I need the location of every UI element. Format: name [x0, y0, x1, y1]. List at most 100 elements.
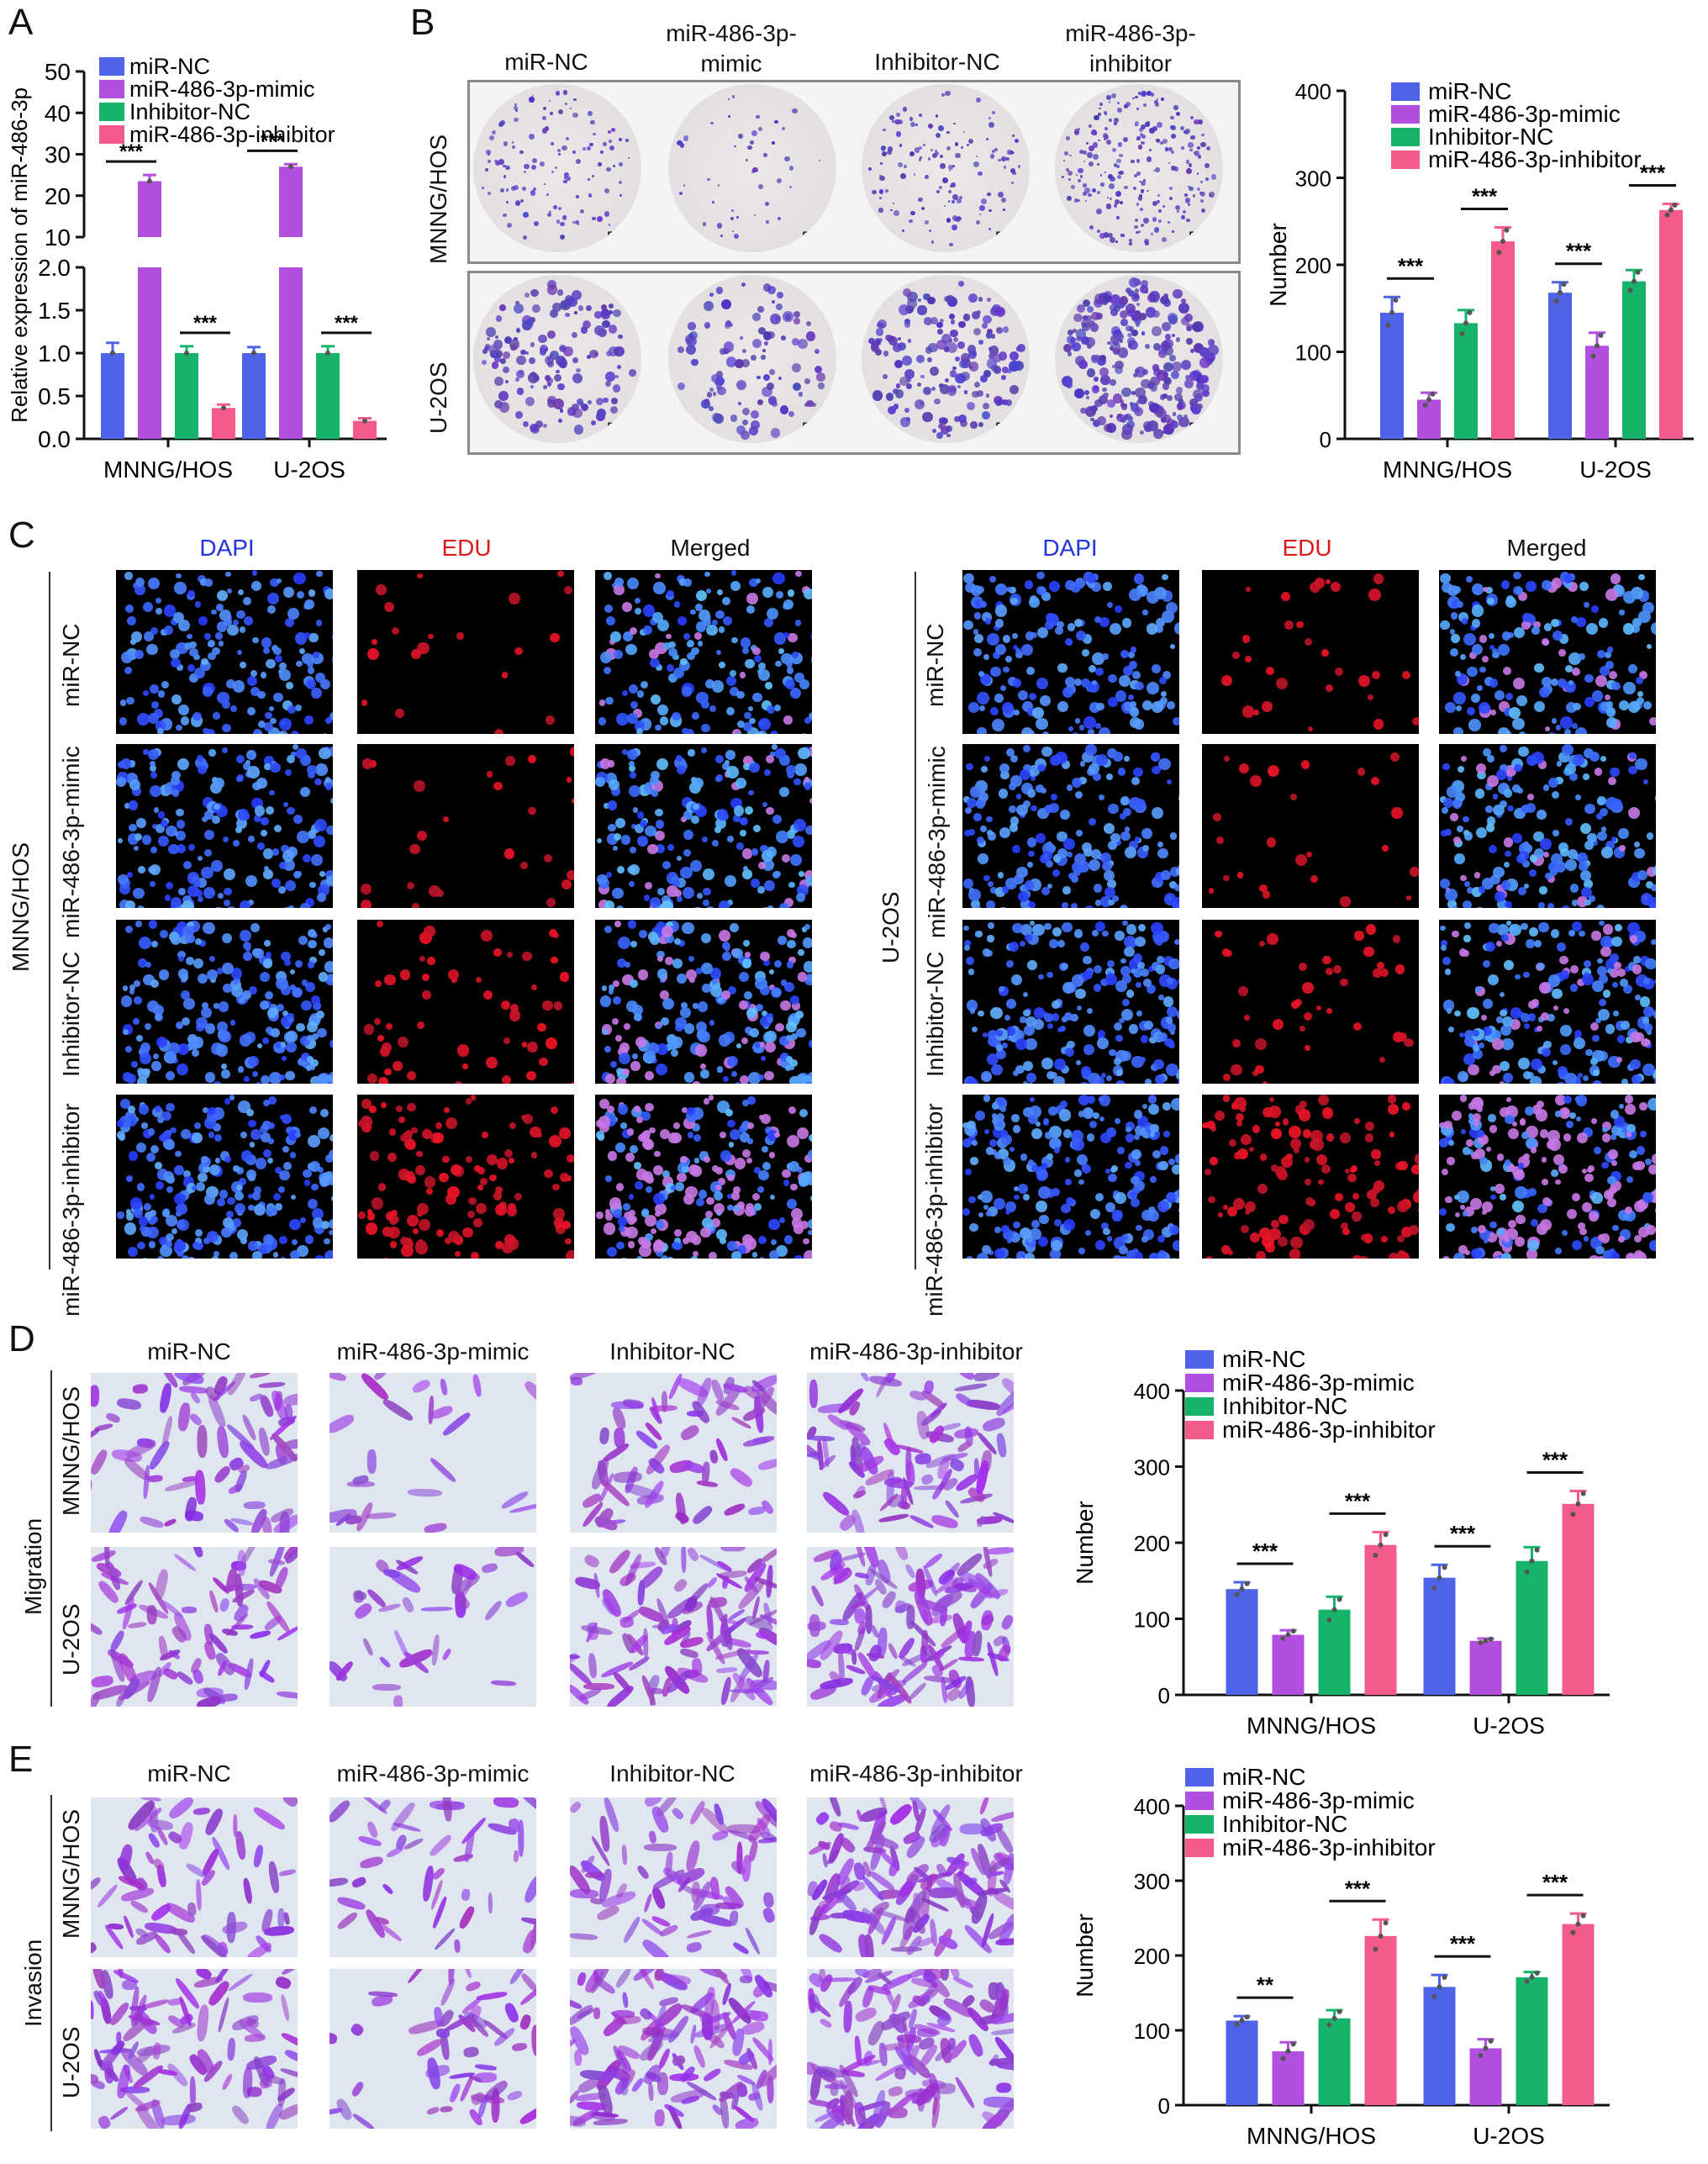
bar [1364, 1544, 1397, 1695]
bar [242, 353, 266, 439]
scale-bar: 5mm [607, 420, 635, 435]
scale-bar: 5mm [802, 229, 830, 245]
y-tick-label: 400 [1134, 1794, 1170, 1819]
transwell-image [91, 1969, 298, 2129]
edu-image [1202, 744, 1419, 908]
significance-label: ** [1257, 1972, 1274, 1998]
panel-c-right-row-1: miR-486-3p-mimic [924, 711, 951, 938]
panel-label-c: C [8, 515, 35, 557]
merged-image [595, 744, 812, 908]
significance-label: *** [1450, 1521, 1476, 1546]
data-point [1290, 1628, 1296, 1634]
y-tick-label: 400 [1134, 1379, 1170, 1404]
transwell-image [329, 1373, 536, 1533]
significance-label: *** [1542, 1447, 1568, 1472]
y-tick-label: 200 [1134, 1531, 1170, 1556]
data-point [1534, 1970, 1540, 1976]
legend-label: miR-486-3p-inhibitor [1428, 146, 1642, 172]
data-point [1234, 2021, 1240, 2027]
data-point [1244, 2014, 1250, 2020]
transwell-image [91, 1797, 298, 1957]
legend-swatch [1185, 1421, 1214, 1439]
panel-c-right-cell-label: U-2OS [878, 863, 904, 963]
panel-d-col-header-2: Inhibitor-NC [576, 1338, 769, 1365]
dapi-image [116, 570, 333, 734]
y-tick-label: 200 [1295, 253, 1331, 278]
significance-label: *** [119, 140, 144, 163]
colony-dish: 5mm [862, 84, 1030, 252]
bar [1380, 312, 1404, 439]
data-point [1285, 2048, 1291, 2054]
data-point [1561, 282, 1567, 288]
data-point [1632, 278, 1637, 284]
data-point [1426, 397, 1431, 403]
legend-label: Inhibitor-NC [129, 99, 250, 124]
panel-c-left-row-1: miR-486-3p-mimic [58, 711, 85, 938]
data-point [1500, 239, 1505, 245]
significance-label: *** [1472, 183, 1498, 208]
data-point [1437, 1575, 1442, 1581]
colony-dish: 5mm [862, 275, 1030, 443]
legend-swatch [1185, 1839, 1214, 1857]
data-point [1627, 288, 1633, 293]
bar [353, 420, 377, 439]
colony-dish: 5mm [668, 84, 836, 252]
panel-c-right-row-0: miR-NC [922, 598, 949, 707]
data-point [1478, 2052, 1484, 2058]
panel-b-col-header-3: miR-486-3p- inhibitor [1046, 18, 1215, 79]
data-point [1326, 1617, 1332, 1623]
bar [1226, 1589, 1258, 1695]
data-point [1336, 2008, 1342, 2014]
data-point [1239, 2018, 1245, 2024]
y-tick-label: 300 [1134, 1455, 1170, 1480]
legend-swatch [1391, 128, 1420, 146]
panel-d-side-label: Migration [20, 1514, 47, 1615]
transwell-image [807, 1797, 1014, 1957]
data-point [1244, 1581, 1250, 1586]
x-tick-label: U-2OS [1579, 457, 1652, 483]
data-point [147, 178, 152, 184]
x-tick-label: U-2OS [1473, 2123, 1545, 2149]
data-point [1529, 1558, 1535, 1564]
transwell-image [91, 1547, 298, 1707]
colony-dish: 5mm [473, 275, 641, 443]
panel-b-row-header-0: MNNG/HOS [425, 129, 452, 264]
data-point [1389, 309, 1394, 315]
data-point [325, 351, 330, 356]
x-tick-label: MNNG/HOS [1383, 457, 1512, 483]
y-tick-label: 200 [1134, 1944, 1170, 1969]
data-point [1373, 1946, 1379, 1952]
transwell-image [807, 1969, 1014, 2129]
panel-c-left-row-3: miR-486-3p-inhibitor [58, 1048, 85, 1317]
panel-label-d: D [8, 1318, 35, 1360]
data-point [1570, 1929, 1576, 1935]
legend-label: miR-486-3p-inhibitor [1222, 1417, 1436, 1443]
legend-label: miR-486-3p-mimic [1222, 1370, 1415, 1396]
y-tick-label: 30 [45, 142, 71, 168]
data-point [1463, 320, 1468, 326]
bar-lower-segment [138, 267, 161, 439]
y-tick-label: 0 [1158, 2093, 1170, 2119]
data-point [1431, 1585, 1437, 1591]
data-point [1504, 227, 1510, 233]
significance-label: *** [193, 312, 218, 335]
data-point [1580, 1491, 1586, 1496]
data-point [1280, 2056, 1286, 2061]
chart-a: 0.0 0.5 1.0 1.5 2.0 10 20 30 40 50 Relative expres… [7, 54, 387, 483]
data-point [1575, 1501, 1581, 1507]
data-point [1385, 322, 1391, 328]
merged-image [1439, 920, 1656, 1084]
scale-bar: 5mm [1189, 420, 1216, 435]
colony-dish: 5mm [1055, 275, 1223, 443]
bar [1548, 293, 1572, 439]
panel-c-left-header-dapi: DAPI [130, 535, 324, 562]
data-point [1383, 1920, 1389, 1926]
significance-label: *** [1252, 1539, 1278, 1564]
significance-label: *** [1542, 1870, 1568, 1895]
data-point [1580, 1913, 1586, 1919]
transwell-image [570, 1969, 777, 2129]
bar [1454, 323, 1478, 439]
legend-label: miR-486-3p-inhibitor [129, 122, 335, 147]
edu-image [1202, 920, 1419, 1084]
edu-image [1202, 570, 1419, 734]
